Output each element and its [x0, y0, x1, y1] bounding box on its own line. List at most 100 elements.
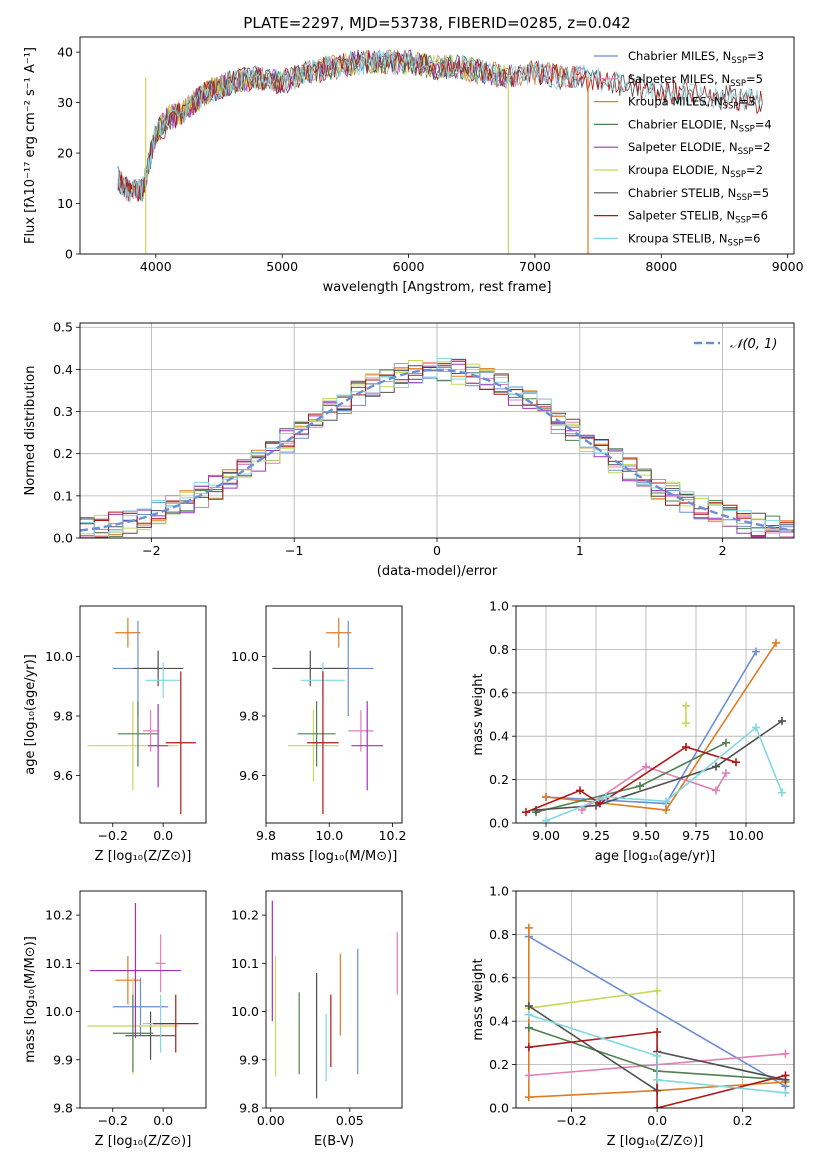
axes-frame — [79, 890, 207, 1109]
y-tick-label: 10.1 — [231, 956, 259, 971]
y-axis-label: age [log₁₀(age/yr)] — [23, 654, 38, 775]
chart-mass-vs-extinction: 0.00 0.05 9.8 9.9 10.0 10.1 10.2 E(B-V) — [231, 890, 403, 1149]
y-tick-label: 0.8 — [489, 927, 509, 942]
x-axis-label: Z [log₁₀(Z/Z⊙)] — [95, 1134, 192, 1149]
x-tick-label: 0.0 — [153, 1113, 173, 1128]
y-tick-label: 0.5 — [53, 320, 73, 335]
mass-weight-series-line — [535, 720, 783, 811]
y-axis-label: Flux [fλ10⁻¹⁷ erg cm⁻² s⁻¹ A⁻¹] — [23, 47, 38, 244]
y-tick-label: 0.2 — [489, 1057, 509, 1072]
y-tick-label: 9.9 — [239, 1052, 259, 1067]
y-tick-label: 40 — [57, 45, 73, 60]
y-tick-label: 0.4 — [489, 1014, 509, 1029]
axes-frame — [79, 322, 795, 539]
y-tick-label: 0.6 — [489, 685, 509, 700]
legend-entry: Salpeter STELIB, NSSP=6 — [628, 209, 768, 226]
y-tick-label: 10.0 — [45, 1004, 73, 1019]
x-tick-label: 0 — [433, 543, 441, 558]
y-tick-label: 10.0 — [45, 649, 73, 664]
y-tick-label: 10.2 — [231, 908, 259, 923]
y-tick-label: 9.8 — [53, 1101, 73, 1116]
x-tick-label: 0.05 — [336, 1113, 364, 1128]
y-tick-label: 0.2 — [489, 772, 509, 787]
x-tick-label: 2 — [719, 543, 727, 558]
y-tick-label: 9.8 — [53, 708, 73, 723]
chart-age-vs-mass: 9.8 10.0 10.2 9.6 9.8 10.0 mass [log₁₀(M/M⊙)] — [231, 605, 407, 864]
x-tick-label: 9000 — [772, 259, 804, 274]
legend-entry: Chabrier ELODIE, NSSP=4 — [628, 117, 772, 134]
x-axis-label: E(B-V) — [314, 1134, 354, 1149]
spectrum-series-line — [117, 50, 763, 203]
axes-frame — [265, 605, 403, 824]
y-tick-label: 9.8 — [239, 708, 259, 723]
axes-frame — [515, 890, 795, 1109]
x-tick-label: −0.2 — [556, 1113, 586, 1128]
y-tick-label: 0.8 — [489, 642, 509, 657]
x-axis-label: wavelength [Angstrom, rest frame] — [323, 280, 552, 295]
plot-area — [117, 48, 763, 254]
y-tick-label: 9.6 — [53, 768, 73, 783]
x-tick-label: 9.00 — [532, 828, 560, 843]
chart-mass-weight-vs-age: 9.00 9.25 9.50 9.75 10.00 0.0 0.2 0.4 0.6 0.8 1.0 a… — [471, 599, 795, 864]
spectrum-series-line — [117, 49, 763, 201]
axes-frame — [515, 605, 795, 824]
y-tick-label: 10 — [57, 196, 73, 211]
x-tick-label: 9.8 — [256, 828, 276, 843]
plot-area — [80, 357, 794, 538]
y-tick-label: 20 — [57, 146, 73, 161]
x-tick-label: 0.0 — [647, 1113, 667, 1128]
x-tick-label: −1 — [285, 543, 303, 558]
legend-entry: Salpeter MILES, NSSP=5 — [628, 72, 763, 89]
mass-weight-series-line — [528, 1013, 786, 1094]
plot-area — [272, 617, 384, 815]
x-tick-label: 10.2 — [379, 828, 407, 843]
legend-entry: Chabrier STELIB, NSSP=5 — [628, 186, 769, 203]
y-tick-label: 30 — [57, 95, 73, 110]
legend-entry: Salpeter ELODIE, NSSP=2 — [628, 140, 771, 157]
plot-area — [524, 923, 790, 1108]
mass-weight-series-line — [528, 935, 786, 1087]
x-tick-label: 9.75 — [682, 828, 710, 843]
plot-area — [271, 900, 398, 1099]
y-tick-label: 10.2 — [45, 908, 73, 923]
plot-area — [522, 638, 786, 823]
x-tick-label: 10.0 — [315, 828, 343, 843]
x-tick-label: −0.2 — [98, 828, 128, 843]
legend-entry: Kroupa ELODIE, NSSP=2 — [628, 163, 763, 180]
x-axis-label: age [log₁₀(age/yr)] — [595, 849, 716, 864]
x-axis-label: mass [log₁₀(M/M⊙)] — [271, 849, 398, 864]
histogram-series — [80, 357, 781, 538]
y-tick-label: 10.0 — [231, 649, 259, 664]
x-tick-label: 9.50 — [632, 828, 660, 843]
x-tick-label: 0.0 — [153, 828, 173, 843]
y-tick-label: 10.0 — [231, 1004, 259, 1019]
x-tick-label: 0.00 — [257, 1113, 285, 1128]
y-axis-label: mass weight — [471, 958, 486, 1040]
y-tick-label: 1.0 — [489, 599, 509, 614]
x-tick-label: 6000 — [393, 259, 425, 274]
chart-mass-weight-vs-metallicity: −0.2 0.0 0.2 0.0 0.2 0.4 0.6 0.8 1.0 Z [log₁₀(Z/Z… — [471, 884, 795, 1149]
x-tick-label: 5000 — [266, 259, 298, 274]
x-tick-label: 0.2 — [733, 1113, 753, 1128]
x-tick-label: 10.00 — [728, 828, 764, 843]
y-tick-label: 0.6 — [489, 970, 509, 985]
x-axis-label: (data-model)/error — [377, 564, 498, 579]
axes-frame — [79, 36, 795, 255]
y-axis-label: mass [log₁₀(M/M⊙)] — [23, 936, 38, 1063]
plot-area — [87, 903, 199, 1075]
y-tick-label: 9.6 — [239, 768, 259, 783]
axes-frame — [79, 605, 207, 824]
chart-spectrum: 4000 5000 6000 7000 8000 9000 0 10 20 30 40 wavelen… — [23, 36, 804, 295]
chart-title: PLATE=2297, MJD=53738, FIBERID=0285, z=0… — [243, 14, 630, 32]
x-tick-label: −0.2 — [98, 1113, 128, 1128]
chart-mass-vs-metallicity: −0.2 0.0 9.8 9.9 10.0 10.1 10.2 Z [log₁₀(Z/Z⊙)]… — [23, 890, 207, 1149]
chart-age-vs-metallicity: −0.2 0.0 9.6 9.8 10.0 Z [log₁₀(Z/Z⊙)] age [log… — [23, 605, 207, 864]
y-tick-label: 0.4 — [53, 362, 73, 377]
y-axis-label: Normed distribution — [23, 366, 38, 496]
y-tick-label: 0.2 — [53, 446, 73, 461]
x-tick-label: 1 — [576, 543, 584, 558]
x-tick-label: 8000 — [645, 259, 677, 274]
y-tick-label: 0.0 — [53, 531, 73, 546]
y-tick-label: 1.0 — [489, 884, 509, 899]
